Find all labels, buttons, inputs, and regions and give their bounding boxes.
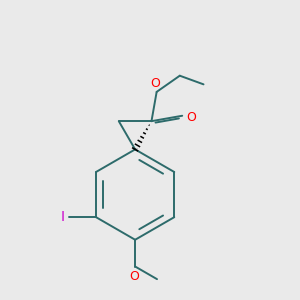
Text: I: I	[61, 210, 65, 224]
Text: O: O	[186, 111, 196, 124]
Text: O: O	[130, 270, 140, 283]
Text: O: O	[150, 76, 160, 89]
